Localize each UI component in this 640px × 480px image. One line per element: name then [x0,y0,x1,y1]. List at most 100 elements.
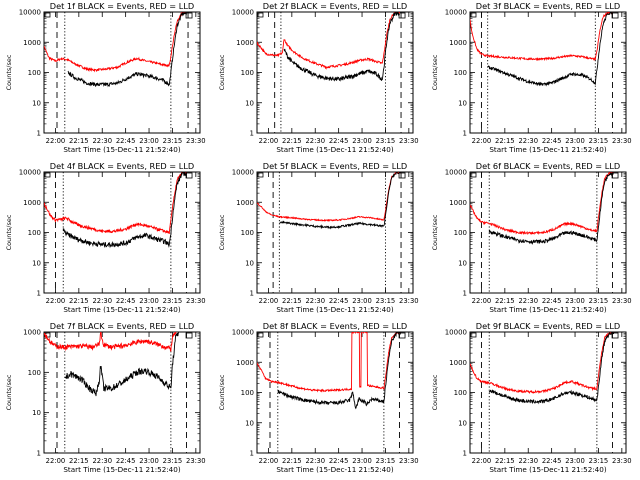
y-tick-label: 1 [37,450,41,458]
chart-panel-5: Det 5f BLACK = Events, RED = LLD Counts/s… [218,161,419,314]
plot-frame [256,11,414,134]
x-tick-label: 22:00 [46,457,66,465]
plot-frame [256,171,414,294]
y-tick-label: 10 [32,409,41,417]
chart-panel-6: Det 6f BLACK = Events, RED = LLD Counts/s… [431,161,632,314]
chart-title: Det 7f BLACK = Events, RED = LLD [50,321,194,331]
x-tick-label: 22:45 [329,137,349,145]
x-tick-label: 22:15 [69,297,89,305]
y-tick-label: 1000 [449,39,467,47]
x-tick-label: 23:00 [565,297,585,305]
chart-title: Det 5f BLACK = Events, RED = LLD [263,161,407,171]
x-tick-label: 23:15 [589,297,609,305]
x-tick-label: 23:15 [376,457,396,465]
chart-title: Det 1f BLACK = Events, RED = LLD [50,1,194,11]
y-tick-label: 1 [250,450,254,458]
x-tick-label: 23:15 [589,457,609,465]
x-axis-label: Start Time (15-Dec-11 21:52:40) [63,305,180,314]
y-tick-label: 1 [37,130,41,138]
corner-marker [185,12,193,19]
series-events-line [488,332,615,405]
x-tick-label: 22:15 [282,297,302,305]
x-tick-label: 22:45 [542,457,562,465]
y-tick-label: 10 [32,99,41,107]
x-tick-label: 22:00 [472,457,492,465]
series-events-line [488,172,615,245]
x-tick-label: 22:00 [472,297,492,305]
y-tick-label: 10 [458,259,467,267]
y-tick-label: 1 [463,130,467,138]
series-lld-line [257,332,402,393]
chart-panel-4: Det 4f BLACK = Events, RED = LLD Counts/s… [5,161,206,314]
x-tick-label: 23:15 [163,137,183,145]
x-axis-label: Start Time (15-Dec-11 21:52:40) [489,145,606,154]
x-axis-label: Start Time (15-Dec-11 21:52:40) [276,465,393,474]
y-tick-label: 100 [454,229,467,237]
x-tick-label: 23:15 [163,457,183,465]
y-tick-label: 1 [37,290,41,298]
chart-panel-1: Det 1f BLACK = Events, RED = LLD Counts/s… [5,1,206,154]
plot-frame [469,11,627,134]
y-tick-label: 10000 [232,9,254,17]
y-tick-label: 1000 [236,359,254,367]
y-tick-label: 100 [241,69,254,77]
y-axis-label: Counts/sec [5,374,13,410]
x-tick-label: 22:00 [259,457,279,465]
x-tick-label: 22:00 [46,137,66,145]
x-tick-label: 22:15 [69,457,89,465]
series-events-line [62,172,187,249]
y-tick-label: 10000 [445,9,467,17]
y-tick-label: 100 [454,69,467,77]
series-events-line [279,172,402,230]
x-tick-label: 22:00 [259,297,279,305]
y-tick-label: 100 [28,229,41,237]
chart-title: Det 9f BLACK = Events, RED = LLD [476,321,620,331]
series-events-line [487,12,613,87]
y-tick-label: 100 [28,369,41,377]
x-tick-label: 23:30 [186,137,206,145]
x-tick-label: 23:30 [186,297,206,305]
y-tick-label: 10 [245,419,254,427]
chart-panel-8: Det 8f BLACK = Events, RED = LLD Counts/s… [218,321,419,474]
x-tick-label: 22:45 [116,297,136,305]
x-tick-label: 22:45 [542,137,562,145]
x-tick-label: 23:15 [163,297,183,305]
y-tick-label: 1000 [236,199,254,207]
x-tick-label: 23:00 [352,457,372,465]
x-tick-label: 22:15 [282,457,302,465]
corner-marker [185,172,193,179]
x-axis-label: Start Time (15-Dec-11 21:52:40) [276,145,393,154]
x-tick-label: 22:30 [518,137,538,145]
y-axis-label: Counts/sec [431,374,439,410]
corner-marker [470,172,477,178]
x-tick-label: 23:30 [612,457,632,465]
y-tick-label: 1000 [23,329,41,337]
x-tick-label: 22:30 [92,137,112,145]
y-tick-label: 100 [28,69,41,77]
chart-title: Det 6f BLACK = Events, RED = LLD [476,161,620,171]
x-tick-label: 22:45 [329,457,349,465]
y-tick-label: 10000 [232,169,254,177]
x-tick-label: 22:15 [495,457,515,465]
x-tick-label: 23:00 [565,137,585,145]
series-lld-line [257,172,402,222]
x-axis-label: Start Time (15-Dec-11 21:52:40) [63,465,180,474]
y-tick-label: 10 [32,259,41,267]
x-tick-label: 22:30 [305,457,325,465]
x-axis-label: Start Time (15-Dec-11 21:52:40) [276,305,393,314]
corner-marker [398,172,406,179]
x-tick-label: 23:00 [352,137,372,145]
x-tick-label: 22:30 [92,297,112,305]
y-axis-label: Counts/sec [218,374,226,410]
y-axis-label: Counts/sec [218,54,226,90]
chart-panel-2: Det 2f BLACK = Events, RED = LLD Counts/s… [218,1,419,154]
series-lld-line [470,12,613,62]
x-tick-label: 23:15 [376,297,396,305]
chart-title: Det 3f BLACK = Events, RED = LLD [476,1,620,11]
x-tick-label: 22:45 [116,137,136,145]
y-axis-label: Counts/sec [5,214,13,250]
corner-marker [398,332,406,339]
y-tick-label: 10000 [19,9,41,17]
series-events-line [67,12,187,88]
